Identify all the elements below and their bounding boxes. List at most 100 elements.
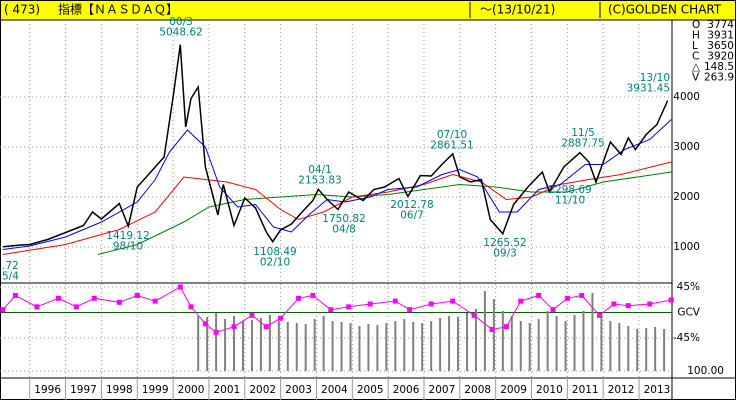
volume-bar <box>519 321 522 371</box>
quote-label: O <box>692 19 700 31</box>
quote-value: 3774 <box>707 19 734 31</box>
annotation: 09/3 <box>493 248 517 260</box>
annotation: 11/5 <box>571 127 595 139</box>
volume-bar <box>340 322 343 371</box>
volume-bar <box>609 321 612 371</box>
oscillator-marker <box>249 312 255 318</box>
oscillator-marker <box>428 301 434 307</box>
x-tick-label: 2008 <box>464 384 491 396</box>
oscillator-marker <box>263 324 269 330</box>
volume-bar <box>528 323 531 371</box>
annotation: 98/10 <box>113 241 143 253</box>
oscillator-marker <box>231 324 237 330</box>
quote-value: 3920 <box>707 51 734 63</box>
annotation: 13/10 <box>640 72 670 84</box>
volume-bar <box>268 315 271 371</box>
volume-bar <box>358 326 361 371</box>
volume-bar <box>277 321 280 371</box>
oscillator-marker <box>91 295 97 301</box>
annotation: 2861.51 <box>430 140 473 152</box>
volume-bar <box>483 291 486 371</box>
annotation: 04/8 <box>332 224 356 236</box>
volume-bar <box>537 319 540 371</box>
volume-bar <box>582 311 585 371</box>
header-date: ～(13/10/21) <box>480 3 555 17</box>
y-tick-label: 3000 <box>673 141 700 153</box>
oscillator-marker <box>503 324 509 330</box>
moving-average <box>2 119 672 250</box>
quote-label: L <box>692 40 698 52</box>
volume-bar <box>465 313 468 371</box>
annotation: 2298.69 <box>548 184 591 196</box>
annotation: 5/4 <box>2 271 19 283</box>
oscillator-marker <box>188 304 194 310</box>
volume-bar <box>259 318 262 371</box>
quote-value: 3931 <box>707 30 734 42</box>
x-tick-label: 2007 <box>429 384 456 396</box>
oscillator-marker <box>0 307 6 313</box>
x-tick-label: 2010 <box>536 384 563 396</box>
oscillator-marker <box>177 284 183 290</box>
header-title: 指標【ＮＡＳＤＡＱ】 <box>58 2 178 17</box>
oscillator-marker <box>579 292 585 298</box>
header-copyright: (C)GOLDEN CHART <box>608 3 722 17</box>
volume-bar <box>197 316 200 371</box>
volume-bar <box>474 309 477 371</box>
volume-bar <box>295 323 298 371</box>
volume-bar <box>645 328 648 371</box>
volume-bar <box>412 322 415 371</box>
oscillator-marker <box>407 307 413 313</box>
oscillator-marker <box>202 321 208 327</box>
quote-label: V <box>692 72 700 84</box>
header-bar <box>0 0 736 21</box>
oscillator-marker <box>489 327 495 333</box>
volume-bar <box>555 316 558 371</box>
x-tick-label: 2001 <box>214 384 241 396</box>
volume-bar <box>394 321 397 371</box>
volume-bar <box>250 320 253 371</box>
price-line <box>2 44 669 248</box>
oscillator-marker <box>611 301 617 307</box>
oscillator-marker <box>564 295 570 301</box>
annotation: .72 <box>2 260 19 272</box>
annotation: 02/10 <box>260 257 290 269</box>
volume-bar <box>215 313 218 371</box>
oscillator-marker <box>392 298 398 304</box>
volume-bar <box>457 317 460 371</box>
y-tick-label: 2000 <box>673 191 700 203</box>
x-tick-label: 2002 <box>249 384 276 396</box>
x-tick-label: 2003 <box>285 384 312 396</box>
volume-bar <box>322 316 325 371</box>
volume-bar <box>501 311 504 371</box>
annotation: 2887.75 <box>561 138 604 150</box>
volume-bar <box>349 323 352 371</box>
x-tick-label: 2005 <box>357 384 384 396</box>
quote-label: △ <box>692 61 701 73</box>
header-code: ( 473) <box>4 3 40 17</box>
annotation: 3931.45 <box>627 83 670 95</box>
oscillator-marker <box>152 298 158 304</box>
x-tick-label: 1999 <box>142 384 169 396</box>
x-tick-label: 1998 <box>106 384 133 396</box>
annotation: 1265.52 <box>483 237 526 249</box>
oscillator-marker <box>12 292 18 298</box>
x-tick-label: 1996 <box>34 384 61 396</box>
oscillator-marker <box>34 304 40 310</box>
oscillator-marker <box>536 292 542 298</box>
volume-bar <box>430 321 433 371</box>
volume-bar <box>241 321 244 371</box>
oscillator-marker <box>471 312 477 318</box>
x-tick-label: 2012 <box>608 384 635 396</box>
annotation: 1419.12 <box>106 230 149 242</box>
oscillator-marker <box>668 297 674 303</box>
oscillator-marker <box>296 295 302 301</box>
quote-value: 3650 <box>707 40 734 52</box>
annotation: 06/7 <box>400 210 424 222</box>
x-tick-label: 2006 <box>393 384 420 396</box>
volume-bar <box>636 329 639 371</box>
volume-bar <box>403 319 406 371</box>
oscillator-marker <box>647 301 653 307</box>
oscillator-marker <box>310 292 316 298</box>
x-tick-label: 2011 <box>572 384 599 396</box>
